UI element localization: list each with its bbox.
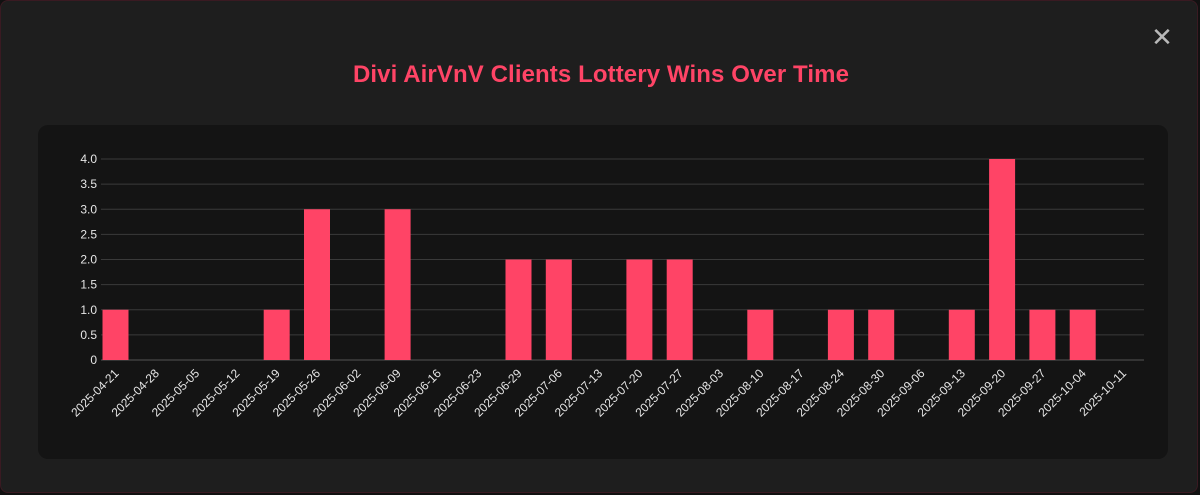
bar-2025-04-21[interactable] <box>102 309 129 360</box>
chart-grid <box>101 158 1144 361</box>
chart-title: Divi AirVnV Clients Lottery Wins Over Ti… <box>352 61 850 88</box>
bar-2025-08-10[interactable] <box>747 309 774 360</box>
bar-2025-05-19[interactable] <box>263 309 290 360</box>
y-tick-label: 4.0 <box>80 152 97 166</box>
bar-2025-08-24[interactable] <box>827 309 854 360</box>
x-axis-ticks: 2025-04-212025-04-282025-05-052025-05-12… <box>68 366 1129 420</box>
bar-2025-10-04[interactable] <box>1069 309 1096 360</box>
y-tick-label: 0.5 <box>80 328 97 342</box>
bar-2025-05-26[interactable] <box>304 209 330 360</box>
bar-2025-09-13[interactable] <box>948 309 975 360</box>
bar-2025-07-27[interactable] <box>666 259 693 361</box>
bar-chart: 0 0.5 1.0 1.5 2.0 2.5 3.0 3.5 4.0 2025-04-212025… <box>68 152 1144 420</box>
bar-2025-06-29[interactable] <box>505 259 532 361</box>
bar-2025-07-06[interactable] <box>545 259 572 361</box>
y-tick-label: 1.5 <box>80 278 97 292</box>
y-tick-label: 0 <box>90 353 97 367</box>
y-axis-ticks: 0 0.5 1.0 1.5 2.0 2.5 3.0 3.5 4.0 <box>80 152 97 367</box>
bar-2025-06-09[interactable] <box>384 209 411 360</box>
bar-2025-09-20[interactable] <box>989 159 1016 360</box>
bar-2025-07-20[interactable] <box>626 259 653 361</box>
y-tick-label: 1.0 <box>80 303 97 317</box>
close-icon[interactable]: ✕ <box>1151 23 1173 53</box>
y-tick-label: 2.0 <box>80 253 97 267</box>
y-tick-label: 3.5 <box>80 177 97 191</box>
bar-2025-08-30[interactable] <box>868 309 895 360</box>
bar-2025-09-27[interactable] <box>1029 309 1056 360</box>
chart-bars <box>102 159 1096 361</box>
y-tick-label: 3.0 <box>80 202 97 216</box>
chart-card: 0 0.5 1.0 1.5 2.0 2.5 3.0 3.5 4.0 2025-04-21 2025… <box>38 125 1168 459</box>
y-tick-label: 2.5 <box>80 227 97 241</box>
